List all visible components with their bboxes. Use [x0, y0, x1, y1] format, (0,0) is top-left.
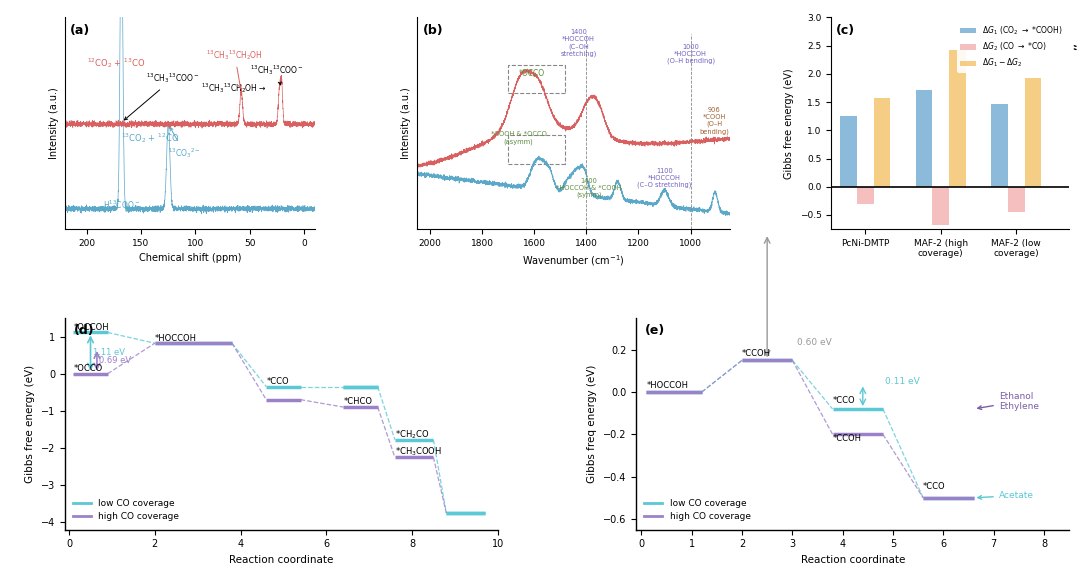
Text: $^{13}$CO$_3$$^{2-}$: $^{13}$CO$_3$$^{2-}$	[168, 127, 201, 160]
Text: $^{13}$CH$_3$$^{13}$COO$^-$: $^{13}$CH$_3$$^{13}$COO$^-$	[249, 63, 303, 85]
Text: *CHCO: *CHCO	[343, 397, 373, 406]
Y-axis label: Gibbs free energy (eV): Gibbs free energy (eV)	[784, 68, 794, 179]
Text: *CH$_3$COOH: *CH$_3$COOH	[395, 446, 442, 458]
Text: 1.11 eV: 1.11 eV	[93, 348, 124, 357]
Legend: low CO coverage, high CO coverage: low CO coverage, high CO coverage	[640, 495, 754, 525]
Text: *HOCCOH: *HOCCOH	[646, 381, 688, 390]
Text: 1400
*HOCCOH & *COOH
(symm): 1400 *HOCCOH & *COOH (symm)	[556, 178, 622, 198]
X-axis label: Wavenumber (cm$^{-1}$): Wavenumber (cm$^{-1}$)	[522, 253, 624, 268]
Text: $^{13}$CH$_3$$^{13}$CH$_2$OH: $^{13}$CH$_3$$^{13}$CH$_2$OH	[206, 48, 264, 88]
Bar	[991, 104, 1008, 187]
Text: *CCOH: *CCOH	[742, 349, 771, 358]
Text: (e): (e)	[645, 324, 665, 338]
Text: *COOH & *OCCO
(asymm): *COOH & *OCCO (asymm)	[490, 132, 546, 145]
Text: *CCO: *CCO	[923, 482, 946, 491]
Legend: low CO coverage, high CO coverage: low CO coverage, high CO coverage	[69, 495, 183, 525]
Text: *CCOH: *CCOH	[833, 434, 862, 443]
Text: $^{13}$CH$_3$$^{13}$CH$_2$OH$\rightarrow$: $^{13}$CH$_3$$^{13}$CH$_2$OH$\rightarrow…	[201, 81, 267, 95]
Text: 0.11 eV: 0.11 eV	[886, 377, 920, 386]
Bar	[1025, 79, 1041, 187]
Text: 0.60 eV: 0.60 eV	[797, 339, 832, 347]
Text: 1400
*HOCCOH
(C–OH
stretching): 1400 *HOCCOH (C–OH stretching)	[561, 29, 596, 57]
Text: *OCCO: *OCCO	[73, 364, 103, 374]
Text: (c): (c)	[836, 24, 855, 37]
Text: *HOCCOH: *HOCCOH	[154, 334, 197, 343]
Bar	[949, 50, 966, 187]
Text: (d): (d)	[73, 324, 94, 338]
X-axis label: Reaction coordinate: Reaction coordinate	[229, 555, 334, 565]
Bar	[874, 98, 890, 187]
Legend: $\Delta G_1$ (CO$_2$ $\rightarrow$ *COOH), $\Delta G_2$ (CO $\rightarrow$ *CO), : $\Delta G_1$ (CO$_2$ $\rightarrow$ *COOH…	[957, 22, 1065, 73]
Text: $^{13}$CH$_3$$^{13}$COO$^-$: $^{13}$CH$_3$$^{13}$COO$^-$	[124, 72, 200, 120]
Text: *CH$_2$CO: *CH$_2$CO	[395, 428, 429, 441]
Y-axis label: Intensity (a.u.): Intensity (a.u.)	[401, 87, 411, 159]
Text: 1100
*HOCCOH
(C–O stretching): 1100 *HOCCOH (C–O stretching)	[637, 168, 692, 188]
Text: Ethanol
Ethylene: Ethanol Ethylene	[977, 392, 1039, 411]
Y-axis label: Intensity (a.u.): Intensity (a.u.)	[50, 87, 59, 159]
Text: 0.69 eV: 0.69 eV	[99, 356, 131, 365]
Bar	[508, 136, 566, 164]
Text: H$^{13}$COO$^-$: H$^{13}$COO$^-$	[103, 198, 140, 211]
Y-axis label: Gibbs freq energy (eV): Gibbs freq energy (eV)	[588, 364, 597, 483]
Bar	[856, 187, 874, 204]
X-axis label: Chemical shift (ppm): Chemical shift (ppm)	[138, 253, 241, 264]
Y-axis label: Gibbs free energy (eV): Gibbs free energy (eV)	[25, 365, 36, 483]
Bar	[932, 187, 949, 225]
Bar	[1008, 187, 1025, 212]
X-axis label: Reaction coordinate: Reaction coordinate	[800, 555, 905, 565]
Text: 1000
*HOCCOH
(O–H bending): 1000 *HOCCOH (O–H bending)	[666, 44, 715, 64]
Text: 906
*COOH
(O–H
bending): 906 *COOH (O–H bending)	[699, 107, 729, 135]
Text: Acetate: Acetate	[977, 491, 1034, 500]
Text: (a): (a)	[70, 24, 90, 37]
Text: *OCCOH: *OCCOH	[73, 323, 109, 332]
Text: $^{13}$CO$_2$ + $^{12}$CO: $^{13}$CO$_2$ + $^{12}$CO	[121, 130, 180, 144]
Text: (b): (b)	[423, 24, 444, 37]
Bar	[508, 65, 566, 93]
Text: *CCO: *CCO	[833, 396, 855, 404]
Text: *OCCO: *OCCO	[518, 69, 544, 78]
Text: $^{12}$CO$_2$ + $^{13}$CO: $^{12}$CO$_2$ + $^{13}$CO	[86, 56, 145, 70]
Bar	[916, 90, 932, 187]
Bar	[840, 116, 856, 187]
Text: *CCO: *CCO	[267, 377, 288, 386]
